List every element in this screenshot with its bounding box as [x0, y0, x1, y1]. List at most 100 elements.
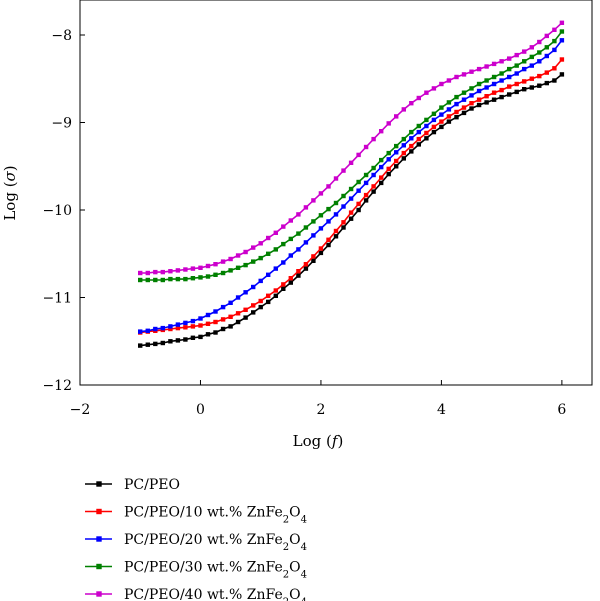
data-point: [318, 213, 324, 218]
data-point: [228, 314, 233, 319]
data-point: [273, 230, 278, 235]
data-point: [537, 50, 542, 55]
data-point: [326, 206, 331, 212]
data-point: [394, 158, 399, 164]
data-point: [416, 129, 421, 135]
data-point: [537, 73, 542, 79]
data-point: [484, 78, 489, 83]
data-point: [205, 312, 211, 318]
data-point: [296, 212, 301, 217]
data-point: [559, 29, 565, 34]
data-point: [514, 89, 519, 95]
data-point: [205, 321, 211, 326]
data-point: [153, 326, 158, 332]
data-point: [341, 220, 346, 225]
data-point: [145, 277, 150, 283]
series-line-4: [140, 31, 563, 281]
data-point: [220, 270, 226, 276]
data-point: [476, 66, 482, 72]
data-point: [205, 274, 211, 279]
data-point: [138, 329, 143, 334]
data-point: [559, 72, 565, 77]
data-point: [228, 268, 233, 273]
data-point: [416, 95, 421, 101]
data-point: [273, 247, 278, 252]
data-point: [190, 324, 196, 329]
data-point: [409, 129, 414, 135]
data-point: [552, 47, 557, 53]
data-point: [409, 143, 414, 149]
data-point: [288, 253, 293, 258]
data-point: [491, 81, 497, 87]
data-point: [168, 276, 173, 282]
data-point: [145, 328, 150, 333]
data-point: [318, 246, 324, 251]
data-point: [431, 117, 437, 123]
data-point: [296, 273, 301, 278]
data-point: [416, 136, 421, 142]
data-point: [484, 100, 489, 105]
data-point: [401, 136, 406, 142]
legend-label: PC/PEO: [124, 477, 180, 493]
data-point: [160, 340, 165, 346]
data-point: [348, 160, 354, 165]
data-point: [559, 38, 565, 43]
data-point: [303, 266, 309, 271]
data-point: [476, 102, 482, 108]
data-point: [348, 216, 354, 221]
x-axis-title: Log (f): [293, 432, 344, 450]
data-point: [311, 198, 316, 203]
data-point: [379, 157, 384, 163]
data-point: [303, 205, 309, 210]
data-point: [454, 94, 459, 100]
data-point: [266, 299, 271, 305]
data-point: [235, 319, 241, 325]
data-point: [386, 171, 391, 177]
data-point: [439, 124, 444, 130]
data-point: [326, 219, 331, 224]
data-point: [258, 241, 263, 246]
data-point: [183, 325, 188, 330]
data-point: [363, 192, 369, 198]
plot-area: −2 0 2 4 6 −12 −11 −10 −9 −8: [42, 0, 593, 418]
data-point: [318, 226, 324, 231]
data-point: [507, 66, 512, 72]
data-point: [138, 270, 143, 276]
data-point: [213, 319, 218, 325]
data-point: [281, 282, 286, 287]
data-point: [235, 311, 241, 316]
data-point: [499, 94, 504, 100]
data-point: [258, 255, 263, 261]
data-point: [198, 323, 203, 328]
legend-label: PC/PEO/10 wt.% ZnFe2O4: [124, 505, 307, 526]
data-point: [363, 180, 369, 186]
data-point: [461, 90, 467, 95]
data-point: [183, 337, 188, 342]
data-point: [220, 326, 226, 332]
data-point: [175, 276, 181, 282]
data-point: [356, 179, 361, 185]
data-point: [281, 260, 286, 265]
data-point: [175, 338, 181, 343]
data-point: [386, 150, 391, 156]
data-point: [228, 324, 233, 329]
data-point: [281, 224, 286, 229]
data-point: [341, 225, 346, 230]
data-point: [461, 105, 467, 110]
data-point: [190, 318, 196, 324]
data-point: [333, 200, 339, 206]
data-point: [401, 143, 406, 148]
data-point: [544, 45, 549, 50]
data-point: [213, 262, 218, 267]
data-point: [326, 242, 331, 248]
data-point: [491, 61, 497, 67]
data-point: [544, 33, 549, 39]
data-point: [461, 72, 467, 77]
data-point: [228, 300, 233, 305]
data-point: [326, 237, 331, 242]
data-point: [514, 71, 519, 76]
data-point: [416, 123, 421, 129]
data-point: [296, 269, 301, 274]
data-point: [213, 272, 218, 277]
